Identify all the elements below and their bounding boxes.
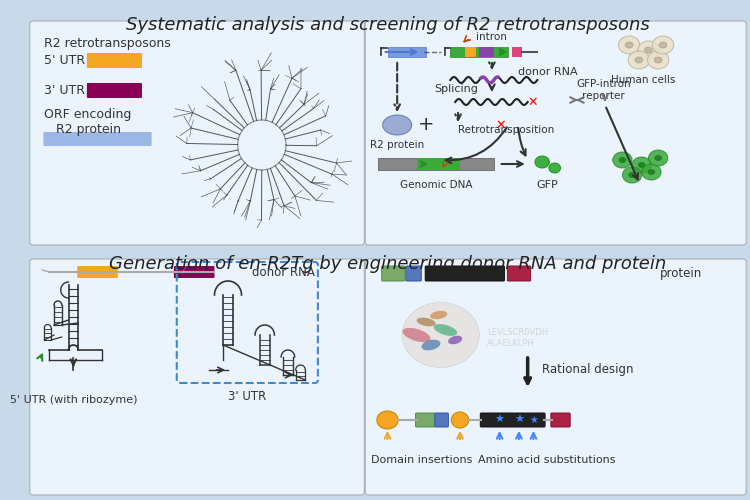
Ellipse shape <box>622 167 642 183</box>
Ellipse shape <box>452 412 469 428</box>
Ellipse shape <box>628 172 635 178</box>
Ellipse shape <box>619 36 640 54</box>
FancyBboxPatch shape <box>30 21 364 245</box>
Text: 5' UTR (with ribozyme): 5' UTR (with ribozyme) <box>10 395 137 405</box>
Ellipse shape <box>613 152 632 168</box>
FancyBboxPatch shape <box>174 266 214 278</box>
FancyBboxPatch shape <box>512 47 522 57</box>
FancyBboxPatch shape <box>479 47 494 57</box>
Text: Rational design: Rational design <box>542 364 634 376</box>
FancyBboxPatch shape <box>87 53 142 68</box>
Text: Domain insertions: Domain insertions <box>370 455 472 465</box>
Ellipse shape <box>433 324 457 336</box>
Ellipse shape <box>628 51 650 69</box>
Text: donor RNA: donor RNA <box>518 67 578 77</box>
FancyBboxPatch shape <box>416 158 460 170</box>
FancyBboxPatch shape <box>406 266 422 281</box>
FancyBboxPatch shape <box>416 413 435 427</box>
FancyBboxPatch shape <box>480 413 545 427</box>
Ellipse shape <box>647 51 669 69</box>
Text: 3' UTR: 3' UTR <box>228 390 266 403</box>
Text: Generation of en-R2Tg by engineering donor RNA and protein: Generation of en-R2Tg by engineering don… <box>109 255 666 273</box>
Text: Splicing: Splicing <box>434 84 478 94</box>
Ellipse shape <box>654 57 662 63</box>
Text: GFP: GFP <box>536 180 558 190</box>
Ellipse shape <box>649 150 668 166</box>
Ellipse shape <box>632 157 652 173</box>
Text: ★: ★ <box>495 415 505 425</box>
Text: Human cells: Human cells <box>611 75 676 85</box>
Ellipse shape <box>648 170 655 174</box>
FancyBboxPatch shape <box>365 21 746 245</box>
Text: R2 protein: R2 protein <box>370 140 424 150</box>
Ellipse shape <box>448 336 462 344</box>
FancyBboxPatch shape <box>26 1 749 250</box>
FancyBboxPatch shape <box>44 132 152 146</box>
Text: ✕: ✕ <box>495 118 506 132</box>
Text: ★: ★ <box>514 415 524 425</box>
Text: R2 retrotransposons: R2 retrotransposons <box>44 37 171 50</box>
Text: intron: intron <box>476 32 507 42</box>
Ellipse shape <box>417 318 436 326</box>
Text: 3' UTR: 3' UTR <box>44 84 86 96</box>
FancyBboxPatch shape <box>378 158 494 170</box>
Ellipse shape <box>382 115 412 135</box>
Text: ORF encoding
R2 protein: ORF encoding R2 protein <box>44 108 132 136</box>
Ellipse shape <box>635 57 643 63</box>
FancyBboxPatch shape <box>465 47 476 57</box>
FancyBboxPatch shape <box>450 47 509 57</box>
Ellipse shape <box>403 328 430 342</box>
Text: Amino acid substitutions: Amino acid substitutions <box>478 455 616 465</box>
Ellipse shape <box>642 164 661 180</box>
FancyBboxPatch shape <box>77 266 118 278</box>
Ellipse shape <box>652 36 674 54</box>
Text: ✕: ✕ <box>527 96 538 108</box>
Ellipse shape <box>659 42 667 48</box>
Ellipse shape <box>422 340 440 350</box>
Ellipse shape <box>402 302 479 368</box>
Ellipse shape <box>619 158 626 162</box>
FancyBboxPatch shape <box>382 266 405 281</box>
Ellipse shape <box>626 42 633 48</box>
Text: ★: ★ <box>529 415 538 425</box>
FancyBboxPatch shape <box>365 259 746 495</box>
Ellipse shape <box>376 411 398 429</box>
Text: +: + <box>418 116 434 134</box>
Ellipse shape <box>645 47 652 53</box>
FancyBboxPatch shape <box>550 413 570 427</box>
Text: 5' UTR: 5' UTR <box>44 54 86 66</box>
Text: Genomic DNA: Genomic DNA <box>400 180 472 190</box>
Text: LEVLSCR0VDH
ALAELKLPH: LEVLSCR0VDH ALAELKLPH <box>487 328 548 347</box>
Text: donor RNA: donor RNA <box>252 266 315 278</box>
Text: protein: protein <box>659 268 702 280</box>
Ellipse shape <box>638 162 645 168</box>
FancyBboxPatch shape <box>435 413 448 427</box>
Text: Retrotransposition: Retrotransposition <box>458 125 554 135</box>
FancyBboxPatch shape <box>87 83 142 98</box>
FancyBboxPatch shape <box>425 266 505 281</box>
Ellipse shape <box>430 311 447 319</box>
FancyBboxPatch shape <box>30 259 364 495</box>
FancyBboxPatch shape <box>388 47 426 57</box>
Ellipse shape <box>655 156 662 160</box>
Ellipse shape <box>549 163 560 173</box>
Text: GFP-intron
reporter: GFP-intron reporter <box>576 79 631 101</box>
FancyBboxPatch shape <box>26 250 749 499</box>
Ellipse shape <box>638 41 659 59</box>
Text: Systematic analysis and screening of R2 retrotransposons: Systematic analysis and screening of R2 … <box>125 16 650 34</box>
FancyBboxPatch shape <box>507 266 530 281</box>
Ellipse shape <box>535 156 550 168</box>
